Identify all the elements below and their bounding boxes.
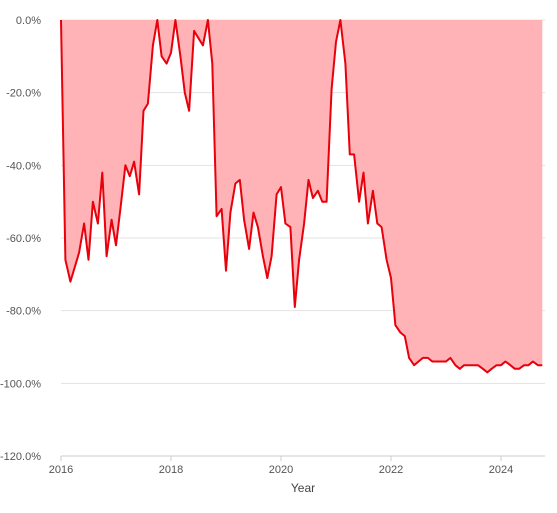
- x-tick-label: 2020: [269, 464, 293, 476]
- x-tick-label: 2022: [379, 464, 403, 476]
- line-layer: [60, 19, 543, 374]
- x-tick-label: 2018: [159, 464, 183, 476]
- area-layer: [61, 20, 543, 373]
- y-tick-label: -40.0%: [6, 160, 41, 172]
- y-tick-label: -100.0%: [0, 378, 41, 390]
- x-tick-label: 2024: [489, 464, 513, 476]
- drawdown-area: [61, 20, 543, 373]
- y-tick-label: -60.0%: [6, 233, 41, 245]
- y-tick-label: -120.0%: [0, 451, 41, 463]
- y-tick-label: -20.0%: [6, 88, 41, 100]
- drawdown-line: [60, 19, 543, 374]
- y-tick-label: -80.0%: [6, 306, 41, 318]
- y-tick-label: 0.0%: [16, 15, 41, 27]
- x-axis-title: Year: [291, 481, 315, 495]
- axis-layer: 0.0% -20.0% -40.0% -60.0% -80.0% -100.0% -120.…: [0, 15, 545, 476]
- x-tick-label: 2016: [49, 464, 73, 476]
